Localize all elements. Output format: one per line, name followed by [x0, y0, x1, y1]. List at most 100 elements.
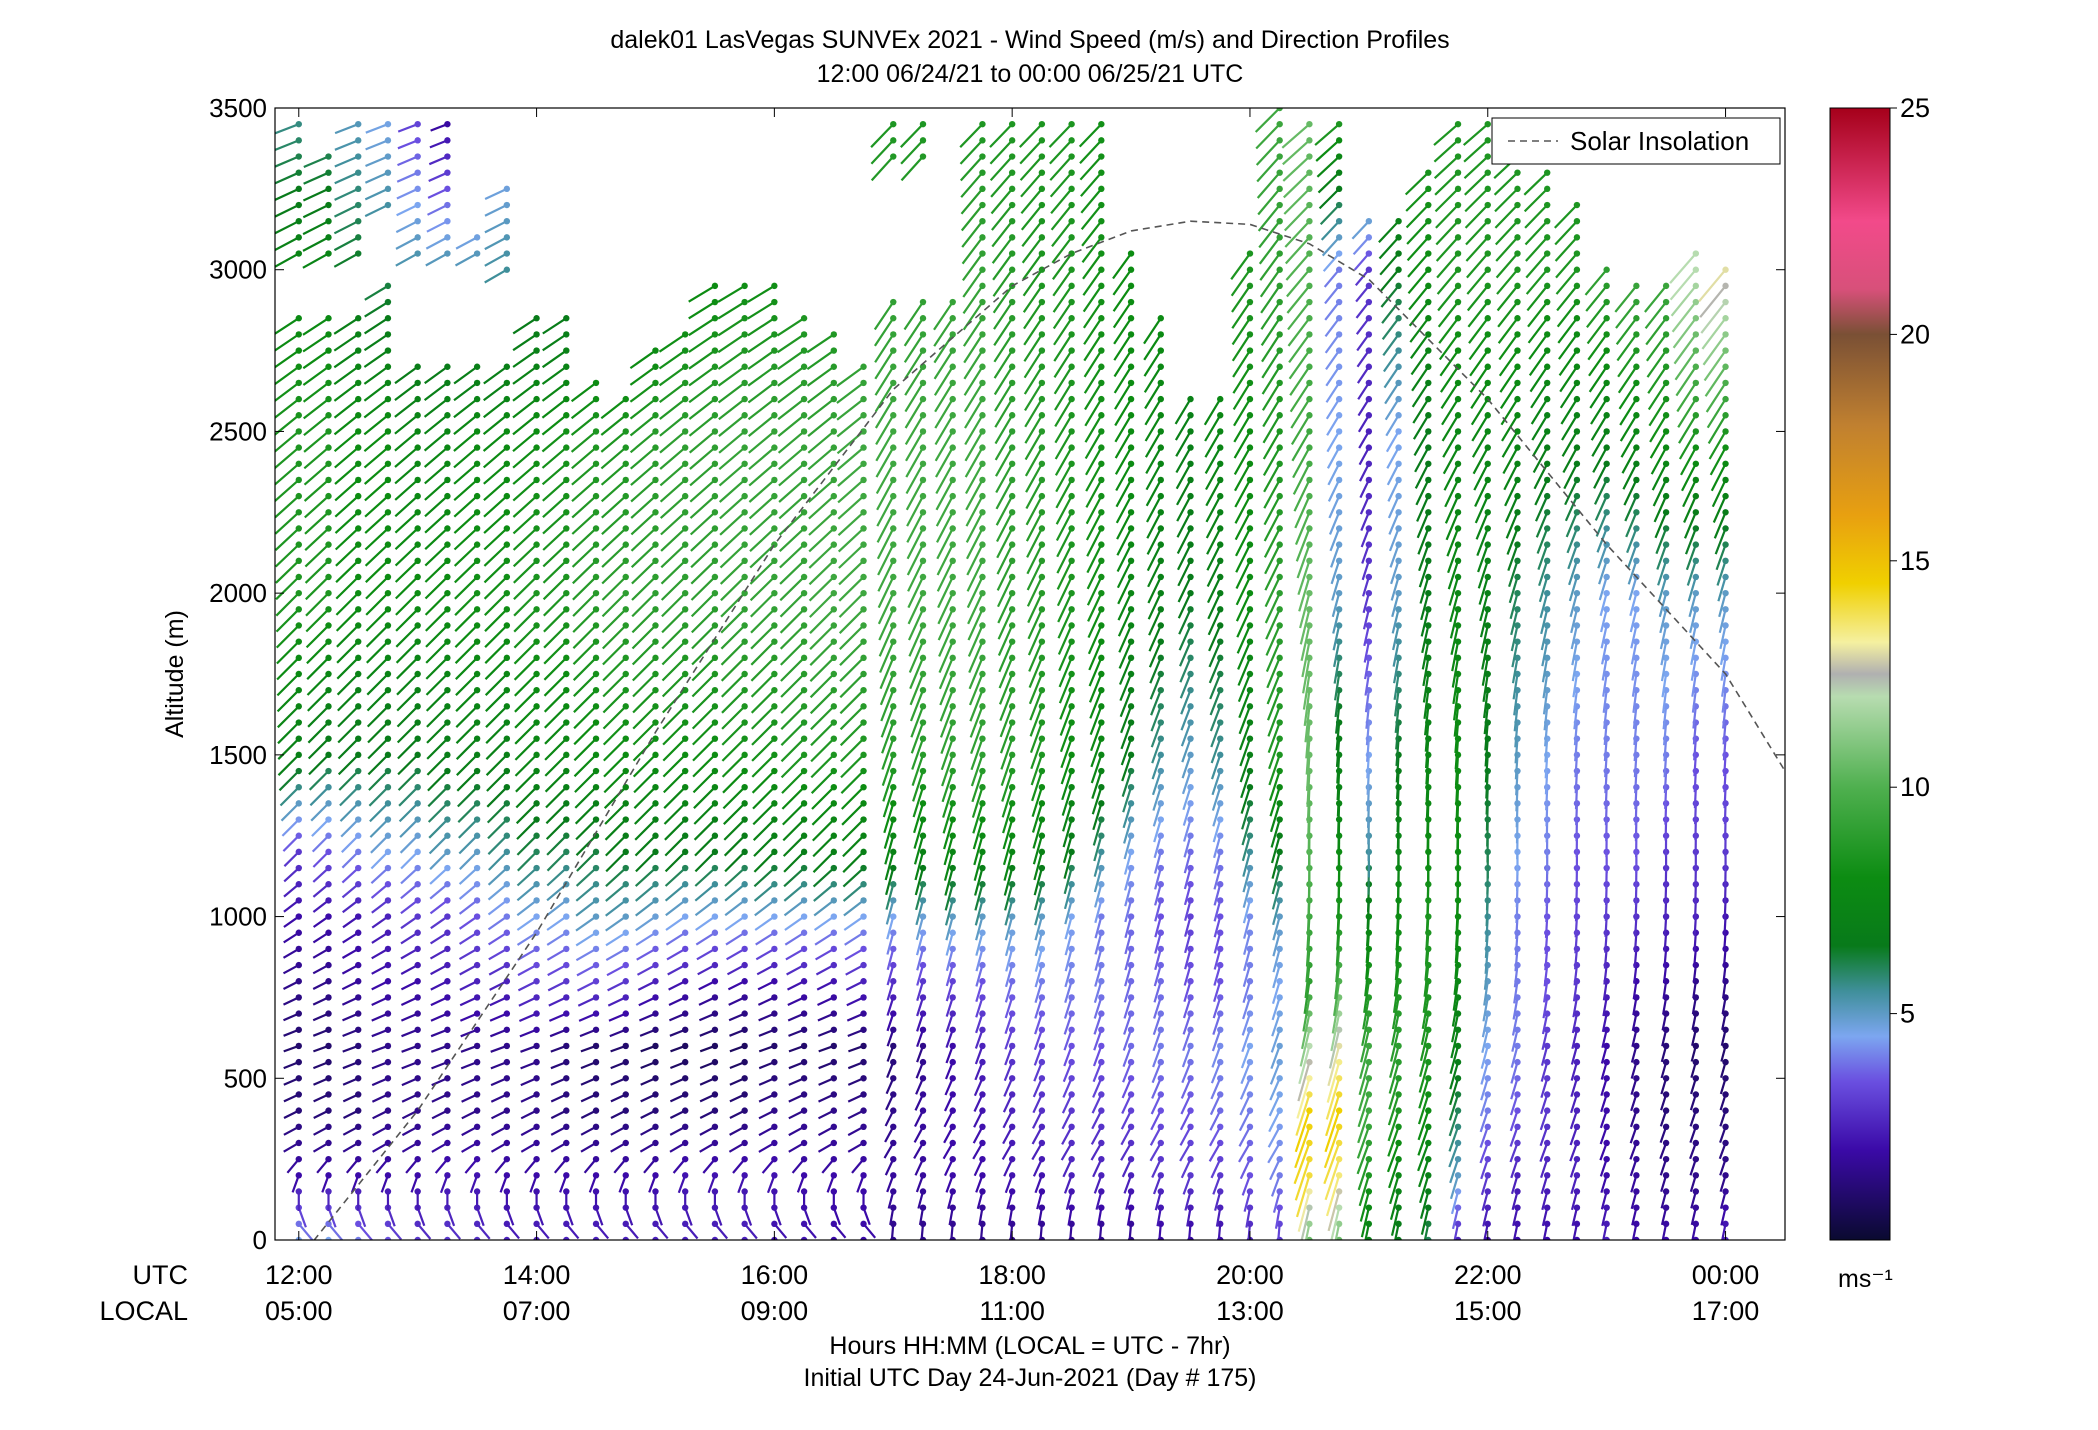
wind-barb-dot [533, 978, 539, 984]
wind-barb-dot [623, 816, 629, 822]
wind-barb-dot [920, 558, 926, 564]
wind-barb-dot [652, 380, 658, 386]
wind-barb-dot [712, 913, 718, 919]
wind-barb-dot [1395, 493, 1401, 499]
wind-barb-dot [712, 687, 718, 693]
wind-barb-dot [355, 380, 361, 386]
wind-barb-dot [741, 1043, 747, 1049]
wind-barb-dot [325, 153, 331, 159]
wind-barb [305, 480, 329, 501]
wind-barb-dot [1009, 299, 1015, 305]
wind-profile-column [1113, 250, 1134, 1257]
wind-barb-dot [414, 897, 420, 903]
wind-barb-dot [950, 347, 956, 353]
wind-barb [335, 496, 358, 517]
wind-barb [696, 917, 715, 930]
wind-barb-dot [1425, 267, 1431, 273]
wind-barb-dot [296, 913, 302, 919]
wind-barb-dot [1336, 509, 1342, 515]
wind-barb-dot [414, 461, 420, 467]
wind-barb-dot [1217, 590, 1223, 596]
wind-barb-dot [563, 638, 569, 644]
wind-barb-dot [831, 913, 837, 919]
wind-barb [1315, 124, 1339, 145]
wind-barb [396, 254, 418, 266]
wind-barb-dot [712, 833, 718, 839]
wind-barb-dot [801, 541, 807, 547]
wind-barb-dot [831, 849, 837, 855]
wind-barb-dot [533, 784, 539, 790]
wind-barb-dot [1009, 202, 1015, 208]
wind-barb-dot [1039, 816, 1045, 822]
wind-barb-dot [504, 461, 510, 467]
wind-profile-column [837, 364, 880, 1250]
wind-barb-dot [1187, 655, 1193, 661]
wind-barb [518, 933, 537, 945]
wind-profile-column [1050, 121, 1075, 1257]
wind-barb-dot [1247, 1124, 1253, 1130]
wind-barb-dot [860, 1027, 866, 1033]
wind-barb-dot [741, 849, 747, 855]
wind-barb-dot [682, 622, 688, 628]
wind-barb-dot [1247, 1043, 1253, 1049]
wind-barb-dot [414, 186, 420, 192]
wind-barb [602, 464, 626, 485]
wind-barb [808, 415, 834, 436]
wind-barb-dot [1098, 493, 1104, 499]
wind-barb [666, 900, 685, 915]
wind-barb-dot [355, 412, 361, 418]
wind-barb-dot [1039, 202, 1045, 208]
wind-barb-dot [771, 525, 777, 531]
wind-barb-dot [1039, 784, 1045, 790]
wind-barb-dot [504, 800, 510, 806]
wind-barb-dot [1039, 461, 1045, 467]
wind-barb-dot [1247, 1156, 1253, 1162]
wind-barb-dot [1039, 1107, 1045, 1113]
wind-barb-dot [831, 428, 837, 434]
wind-barb-dot [1009, 331, 1015, 337]
wind-barb-dot [1217, 493, 1223, 499]
wind-barb-dot [504, 994, 510, 1000]
wind-barb [1087, 496, 1102, 524]
wind-barb [718, 334, 744, 352]
wind-barb-dot [712, 978, 718, 984]
wind-barb-dot [890, 331, 896, 337]
wind-barb-dot [296, 1221, 302, 1227]
wind-barb [1025, 399, 1042, 427]
wind-barb-dot [890, 347, 896, 353]
wind-barb-dot [741, 800, 747, 806]
wind-barb [543, 464, 567, 485]
wind-barb-dot [533, 881, 539, 887]
wind-barb-dot [593, 1124, 599, 1130]
wind-barb-dot [860, 1221, 866, 1227]
wind-barb-dot [890, 493, 896, 499]
wind-barb-dot [682, 768, 688, 774]
wind-barb-dot [414, 962, 420, 968]
wind-barb-dot [1068, 121, 1074, 127]
wind-barb-dot [1068, 574, 1074, 580]
wind-barb-dot [682, 849, 688, 855]
wind-barb-dot [831, 735, 837, 741]
wind-barb-dot [504, 655, 510, 661]
wind-barb-dot [533, 1010, 539, 1016]
wind-barb [371, 852, 388, 869]
wind-barb [1026, 431, 1042, 459]
wind-barb-dot [979, 897, 985, 903]
wind-barb-dot [533, 865, 539, 871]
wind-barb [778, 399, 804, 419]
wind-barb-dot [563, 444, 569, 450]
wind-barb-dot [504, 1124, 510, 1130]
wind-barb-dot [890, 396, 896, 402]
wind-barb-dot [682, 946, 688, 952]
wind-barb-dot [1009, 768, 1015, 774]
wind-barb-dot [296, 380, 302, 386]
wind-barb-dot [1395, 509, 1401, 515]
wind-barb [304, 399, 329, 418]
wind-barb-dot [1425, 331, 1431, 337]
wind-barb-dot [1425, 364, 1431, 370]
wind-barb-dot [1395, 428, 1401, 434]
wind-barb-dot [682, 703, 688, 709]
wind-barb [282, 820, 298, 836]
wind-barb-dot [682, 735, 688, 741]
wind-barb [372, 884, 388, 898]
